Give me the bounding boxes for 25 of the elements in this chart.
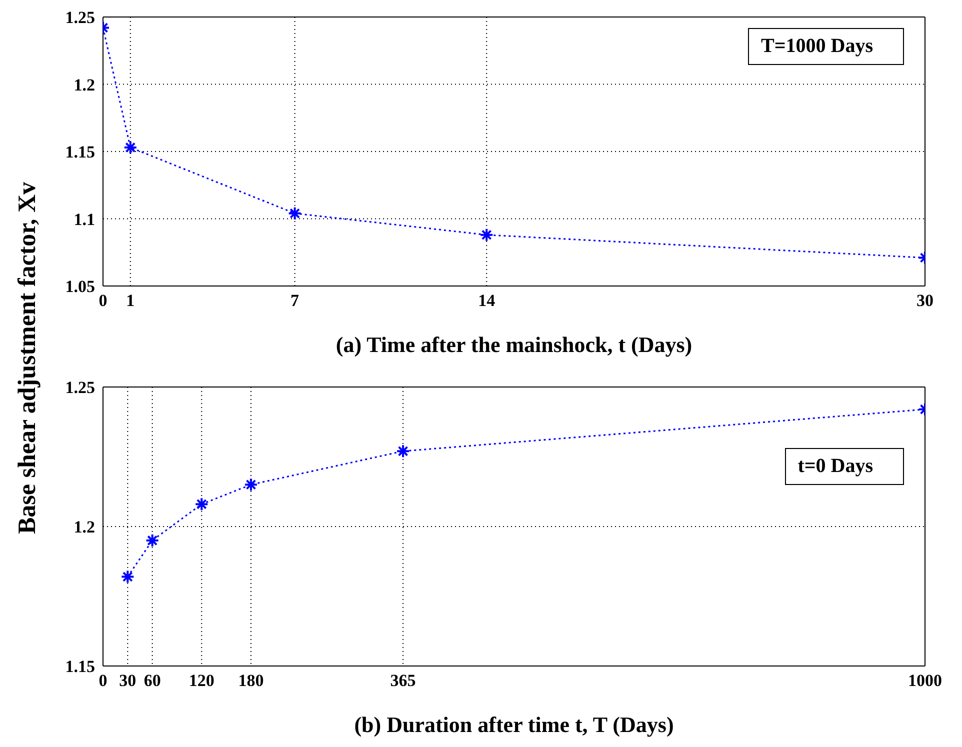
annotation: t=0 Days [784, 448, 904, 485]
y-tick-label: 1.2 [74, 75, 95, 94]
x-tick-label: 1 [126, 291, 135, 310]
y-tick-label: 1.25 [65, 8, 95, 28]
x-tick-label: 365 [390, 671, 416, 690]
x-tick-label: 30 [119, 671, 136, 690]
x-tick-label: 0 [98, 291, 108, 310]
x-tick-label: 120 [188, 671, 214, 690]
y-tick-label: 1.05 [65, 277, 95, 296]
x-axis-title: (a) Time after the mainshock, t (Days) [336, 332, 692, 357]
y-tick-label: 1.15 [65, 657, 95, 676]
x-tick-label: 0 [98, 671, 108, 690]
x-tick-label: 1000 [908, 671, 942, 690]
x-tick-label: 180 [238, 671, 264, 690]
x-tick-label: 7 [290, 291, 300, 310]
y-tick-label: 1.2 [74, 518, 95, 537]
y-tick-label: 1.1 [74, 210, 95, 229]
y-tick-label: 1.15 [65, 142, 95, 162]
y-axis-title: Base shear adjustment factor, Xv [14, 182, 42, 534]
x-tick-label: 60 [144, 671, 161, 690]
y-tick-label: 1.25 [65, 378, 95, 398]
x-tick-label: 14 [478, 291, 496, 310]
x-axis-title: (b) Duration after time t, T (Days) [354, 712, 674, 737]
annotation: T=1000 Days [748, 28, 904, 65]
x-tick-label: 30 [916, 291, 934, 310]
